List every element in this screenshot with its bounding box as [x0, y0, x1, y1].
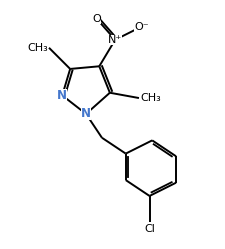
Text: N⁺: N⁺ [108, 35, 122, 45]
Text: N: N [57, 89, 67, 102]
Text: CH₃: CH₃ [140, 93, 161, 103]
Text: O: O [92, 14, 101, 24]
Text: CH₃: CH₃ [27, 43, 48, 53]
Text: N: N [81, 107, 91, 121]
Text: Cl: Cl [144, 224, 155, 234]
Text: O⁻: O⁻ [134, 22, 149, 32]
